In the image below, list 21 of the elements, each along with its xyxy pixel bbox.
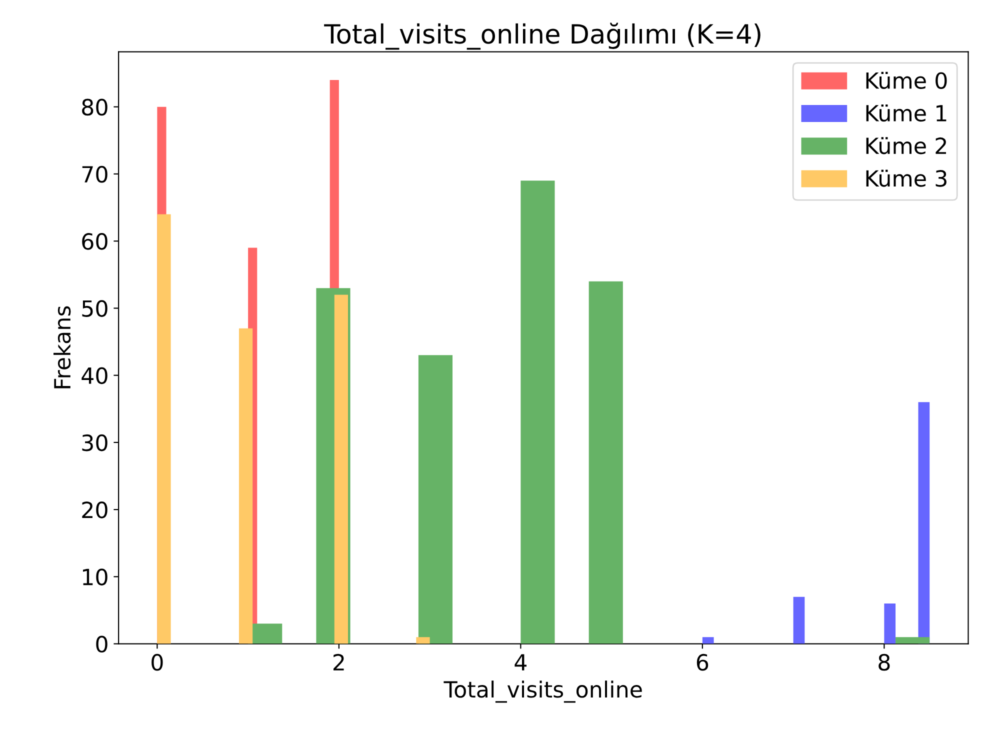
x-axis-title: Total_visits_online <box>444 680 642 703</box>
x-tick-label: 6 <box>696 654 708 671</box>
legend-label: Küme 2 <box>866 137 946 154</box>
y-tick-label: 60 <box>82 233 108 250</box>
legend-label: Küme 1 <box>866 104 946 122</box>
x-tick-label: 8 <box>878 654 890 671</box>
y-tick-label: 10 <box>83 568 108 586</box>
x-tick-label: 4 <box>514 654 527 670</box>
x-tick-label: 2 <box>333 654 344 670</box>
y-tick-label: 0 <box>96 636 108 653</box>
y-axis-title: Frekans <box>54 306 71 388</box>
chart-title: Total_visits_online Dağılımı (K=4) <box>324 22 760 50</box>
legend-label: Küme 0 <box>866 72 947 89</box>
y-tick-label: 70 <box>82 166 108 183</box>
y-tick-label: 30 <box>82 434 108 452</box>
y-tick-label: 80 <box>82 98 108 116</box>
legend-label: Küme 3 <box>866 170 946 187</box>
y-tick-label: 50 <box>82 300 108 317</box>
y-tick-label: 40 <box>82 367 108 384</box>
y-tick-label: 20 <box>82 502 108 518</box>
x-tick-label: 0 <box>152 654 163 671</box>
